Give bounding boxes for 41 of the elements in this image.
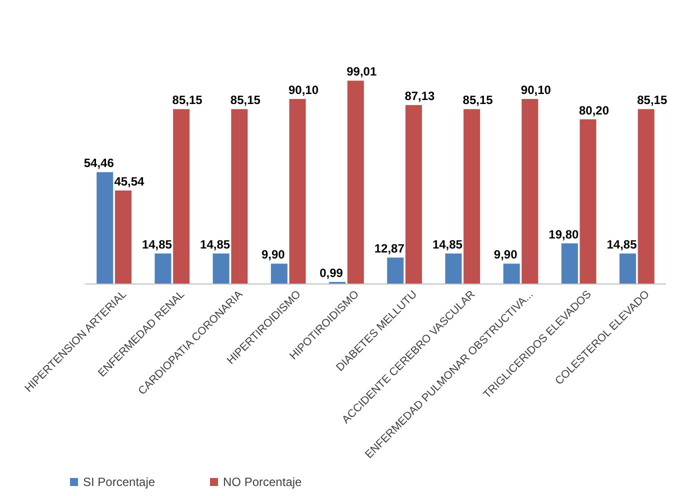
bar [580,119,596,284]
bar [561,243,578,284]
data-label: 85,15 [637,93,668,108]
bar [212,254,230,284]
data-label: 85,15 [462,93,494,108]
bar [522,98,538,284]
data-label: 14,85 [200,238,230,252]
bar [464,109,480,284]
data-label: 19,80 [548,227,580,242]
data-label: 9,90 [494,248,518,262]
data-label: 12,87 [374,242,405,256]
bar [96,172,114,284]
bar [638,109,654,284]
data-label: 0,99 [320,266,344,280]
data-label: 9,90 [261,248,286,262]
data-label: 90,10 [520,82,552,97]
data-label: 14,85 [432,238,463,252]
data-label: 90,10 [288,82,319,97]
bar [154,254,172,284]
bar [270,264,288,284]
bar [231,109,248,284]
bar [347,80,364,284]
bar [503,264,520,284]
data-label: 85,15 [172,93,203,108]
data-label: 54,46 [84,156,114,170]
data-label: 14,85 [142,238,172,252]
bar [387,258,404,284]
data-label: 85,15 [230,93,261,108]
data-label: 80,20 [579,103,610,118]
bar [289,98,306,284]
bar [405,105,422,284]
data-label: 14,85 [606,238,638,252]
data-label: 99,01 [346,64,377,79]
bar [445,254,462,284]
bar [173,109,190,284]
bar [114,190,132,284]
data-label: 45,54 [114,174,145,188]
bar [620,254,636,284]
data-label: 87,13 [404,89,436,104]
legend-label: NO Porcentaje [223,475,302,489]
legend-label: SI Porcentaje [83,475,156,489]
